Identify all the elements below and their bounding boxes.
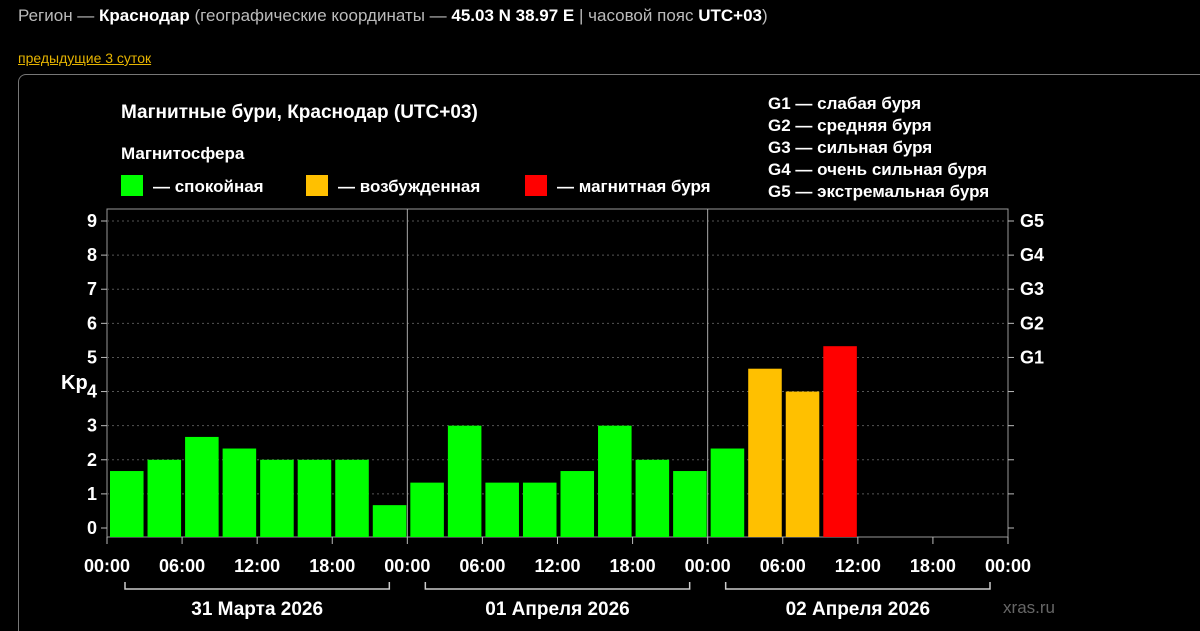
y-tick-label: 6 <box>87 313 97 333</box>
y-tick-label: 5 <box>87 347 97 367</box>
x-tick-label: 00:00 <box>84 556 130 576</box>
y-tick-label: 3 <box>87 416 97 436</box>
g-level-label: G4 <box>1020 245 1044 265</box>
x-tick-label: 12:00 <box>835 556 881 576</box>
coords-value: 45.03 N 38.97 E <box>451 6 575 25</box>
kp-bar <box>635 459 670 537</box>
watermark: xras.ru <box>1003 598 1055 617</box>
region-header: Регион — Краснодар (географические коорд… <box>18 6 768 26</box>
legend-label: — магнитная буря <box>557 177 711 196</box>
region-prefix: Регион — <box>18 6 95 25</box>
kp-bar <box>185 436 219 537</box>
y-axis-label: Kp <box>61 372 88 394</box>
coords-prefix: (географические координаты — <box>194 6 447 25</box>
day-bracket <box>124 582 391 590</box>
x-tick-label: 00:00 <box>685 556 731 576</box>
x-tick-label: 00:00 <box>384 556 430 576</box>
g-level-label: G2 <box>1020 313 1044 333</box>
y-tick-label: 1 <box>87 484 97 504</box>
kp-bar <box>748 368 782 537</box>
g-legend-item: G4 — очень сильная буря <box>768 160 987 179</box>
g-legend-item: G5 — экстремальная буря <box>768 182 989 201</box>
x-tick-label: 06:00 <box>760 556 806 576</box>
kp-bar <box>823 346 857 537</box>
legend-label: — возбужденная <box>338 177 480 196</box>
kp-bar <box>560 471 595 537</box>
timezone-prefix: | часовой пояс <box>579 6 694 25</box>
g-legend-item: G3 — сильная буря <box>768 138 932 157</box>
x-tick-label: 12:00 <box>534 556 580 576</box>
kp-bar <box>147 459 182 537</box>
kp-bar <box>297 459 332 537</box>
previous-3-days-link[interactable]: предыдущие 3 суток <box>18 50 152 66</box>
legend-swatch <box>306 175 328 196</box>
kp-chart: Магнитные бури, Краснодар (UTC+03) Магнит… <box>61 94 1055 620</box>
kp-bar <box>372 505 407 537</box>
x-tick-label: 18:00 <box>610 556 656 576</box>
kp-bar <box>710 448 745 537</box>
x-tick-label: 18:00 <box>309 556 355 576</box>
kp-bar <box>598 425 632 537</box>
y-tick-label: 2 <box>87 450 97 470</box>
timezone-suffix: ) <box>762 6 768 25</box>
day-bracket <box>424 582 691 590</box>
y-tick-label: 9 <box>87 211 97 231</box>
kp-bar <box>410 482 444 537</box>
x-tick-label: 18:00 <box>910 556 956 576</box>
y-tick-label: 7 <box>87 279 97 299</box>
y-tick-label: 0 <box>87 518 97 538</box>
x-tick-label: 06:00 <box>459 556 505 576</box>
kp-bar <box>260 459 294 537</box>
day-label: 31 Марта 2026 <box>191 599 323 620</box>
kp-bar <box>222 448 257 537</box>
timezone-value: UTC+03 <box>698 6 762 25</box>
g-level-label: G3 <box>1020 279 1044 299</box>
kp-bar <box>785 391 820 537</box>
kp-bar <box>335 459 369 537</box>
legend-swatch <box>121 175 143 196</box>
day-label: 02 Апреля 2026 <box>786 599 931 620</box>
day-bracket <box>724 582 991 590</box>
x-tick-label: 12:00 <box>234 556 280 576</box>
chart-title: Магнитные бури, Краснодар (UTC+03) <box>121 102 478 123</box>
x-tick-label: 00:00 <box>985 556 1031 576</box>
kp-bar <box>447 425 482 537</box>
legend-title: Магнитосфера <box>121 144 245 163</box>
x-tick-label: 06:00 <box>159 556 205 576</box>
y-tick-label: 4 <box>87 382 97 402</box>
chart-panel: Магнитные бури, Краснодар (UTC+03) Магнит… <box>18 74 1200 631</box>
kp-bar <box>673 471 707 537</box>
kp-bar <box>485 482 519 537</box>
kp-bar <box>110 471 144 537</box>
g-legend-item: G2 — средняя буря <box>768 116 932 135</box>
legend-swatch <box>525 175 547 196</box>
y-tick-label: 8 <box>87 245 97 265</box>
legend-label: — спокойная <box>153 177 264 196</box>
g-level-label: G5 <box>1020 211 1044 231</box>
kp-bar <box>522 482 557 537</box>
day-label: 01 Апреля 2026 <box>485 599 630 620</box>
g-legend-item: G1 — слабая буря <box>768 94 921 113</box>
region-city: Краснодар <box>99 6 190 25</box>
g-level-label: G1 <box>1020 347 1044 367</box>
